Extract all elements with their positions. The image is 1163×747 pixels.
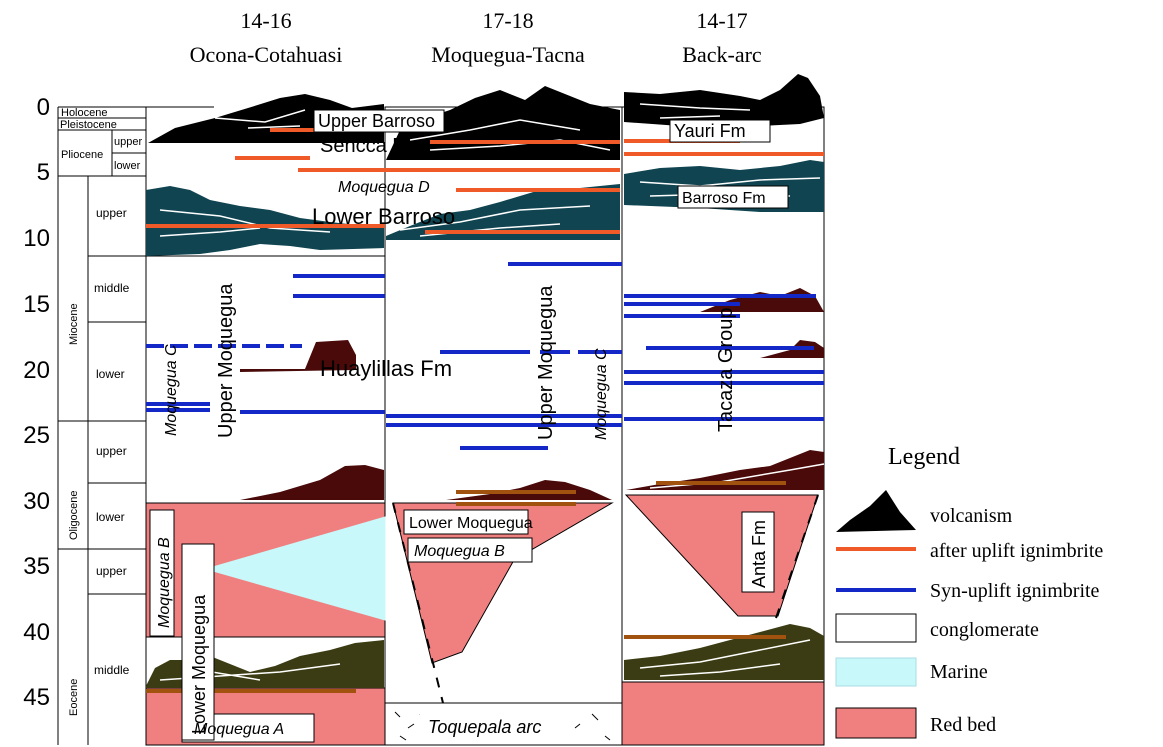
- volcanism-col3-top: [624, 74, 824, 130]
- label-box-upper-barroso: [313, 109, 445, 133]
- stage-miocene-upper: upper: [96, 206, 127, 220]
- label-moquegua-b-1: Moquegua B: [156, 537, 173, 628]
- volcanism-col1-maroon: [240, 465, 384, 500]
- label-tacaza-group: Tacaza Group: [715, 307, 737, 432]
- label-anta-fm: Anta Fm: [749, 520, 769, 588]
- label-box-toquepala: [420, 708, 568, 742]
- volcanism-col2-teal: [386, 184, 620, 240]
- age-axis: 0 5 10 15 20 25 30 35 40 45: [23, 94, 50, 711]
- legend-title: Legend: [888, 444, 960, 470]
- column-1-number: 14-16: [240, 8, 291, 33]
- epoch-miocene: Miocene: [68, 303, 80, 345]
- label-upper-moquegua-2: Upper Moquegua: [535, 285, 557, 440]
- volcanism-col3-maroon: [626, 450, 824, 490]
- epoch-holocene: Holocene: [61, 107, 107, 119]
- age-tick: 20: [23, 357, 50, 384]
- label-moquegua-b-2: Moquegua B: [414, 543, 505, 560]
- label-barroso-fm: Barroso Fm: [682, 190, 766, 207]
- epoch-eocene: Eocene: [68, 679, 80, 716]
- label-upper-barroso: Upper Barroso: [318, 111, 435, 131]
- label-lower-moquegua-2: Lower Moquegua: [409, 515, 533, 532]
- legend-conglomerate-label: conglomerate: [930, 619, 1039, 641]
- legend-marine-label: Marine: [930, 661, 988, 683]
- label-lower-moquegua-1: Lower Moquegua: [189, 594, 209, 734]
- red-bed-anta: [624, 494, 819, 617]
- age-tick: 45: [23, 684, 50, 711]
- legend: Legend volcanism after uplift ignimbrite…: [835, 444, 1103, 739]
- label-sencca-fm: Sencca Fm: [320, 135, 421, 157]
- stage-pliocene-lower: lower: [114, 160, 141, 172]
- label-lower-barroso: Lower Barroso: [312, 204, 455, 229]
- stage-pliocene-upper: upper: [114, 136, 142, 148]
- red-bed-backarc: [621, 681, 825, 746]
- label-box-barroso: [677, 185, 789, 209]
- syn-uplift-ignimbrites: [146, 262, 824, 450]
- stage-miocene-middle: middle: [94, 281, 130, 295]
- age-tick: 30: [23, 488, 50, 515]
- label-box-lower-moquegua-1: [181, 543, 215, 741]
- volcanism-col1-maroon-small: [240, 340, 356, 372]
- label-upper-moquegua-1: Upper Moquegua: [215, 283, 237, 438]
- age-tick: 0: [37, 94, 50, 121]
- epoch-pleistocene: Pleistocene: [60, 119, 117, 131]
- age-tick: 15: [23, 291, 50, 318]
- stage-eocene-middle: middle: [94, 663, 130, 677]
- age-tick: 25: [23, 422, 50, 449]
- column-2-name: Moquegua-Tacna: [431, 42, 585, 67]
- legend-red-bed-swatch: [835, 707, 917, 739]
- label-moquegua-c-1: Moquegua C: [163, 344, 180, 436]
- label-moquegua-a: Moquegua A: [194, 721, 284, 738]
- label-moquegua-c-2: Moquegua C: [593, 348, 610, 440]
- age-tick: 40: [23, 619, 50, 646]
- column-3-number: 14-17: [696, 8, 747, 33]
- age-tick: 35: [23, 553, 50, 580]
- label-box-moquegua-b-2: [407, 537, 533, 563]
- label-huaylillas-fm: Huaylillas Fm: [320, 356, 452, 381]
- label-box-anta: [741, 511, 775, 593]
- brown-ignimbrites: [146, 481, 786, 693]
- legend-marine-swatch: [835, 657, 917, 687]
- label-box-lower-moquegua-2: [403, 509, 529, 535]
- legend-volcanism-label: volcanism: [930, 505, 1013, 527]
- label-box-yauri: [669, 119, 771, 143]
- epoch-oligocene: Oligocene: [68, 490, 80, 540]
- stage-eocene-upper: upper: [96, 564, 127, 578]
- marine-wedge: [204, 516, 386, 621]
- legend-conglomerate-swatch: [835, 613, 917, 643]
- stage-oligocene-upper: upper: [96, 444, 127, 458]
- epoch-pliocene: Pliocene: [61, 149, 103, 161]
- stage-miocene-lower: lower: [96, 367, 125, 381]
- legend-volcanism-swatch: [836, 490, 916, 532]
- age-tick: 5: [37, 159, 50, 186]
- volcanism-col1-teal: [146, 186, 384, 256]
- column-2-number: 17-18: [482, 8, 533, 33]
- label-box-moquegua-b-1: [149, 509, 175, 637]
- age-tick: 10: [23, 225, 50, 252]
- label-yauri-fm: Yauri Fm: [674, 121, 746, 141]
- column-3-name: Back-arc: [682, 42, 762, 67]
- legend-syn-uplift-label: Syn-uplift ignimbrite: [930, 580, 1100, 602]
- legend-red-bed-label: Red bed: [930, 714, 996, 736]
- stage-oligocene-lower: lower: [96, 510, 125, 524]
- label-toquepala-arc: Toquepala arc: [428, 717, 541, 737]
- label-moquegua-d: Moquegua D: [338, 179, 430, 196]
- column-1-name: Ocona-Cotahuasi: [190, 42, 343, 67]
- legend-after-uplift-label: after uplift ignimbrite: [930, 540, 1103, 562]
